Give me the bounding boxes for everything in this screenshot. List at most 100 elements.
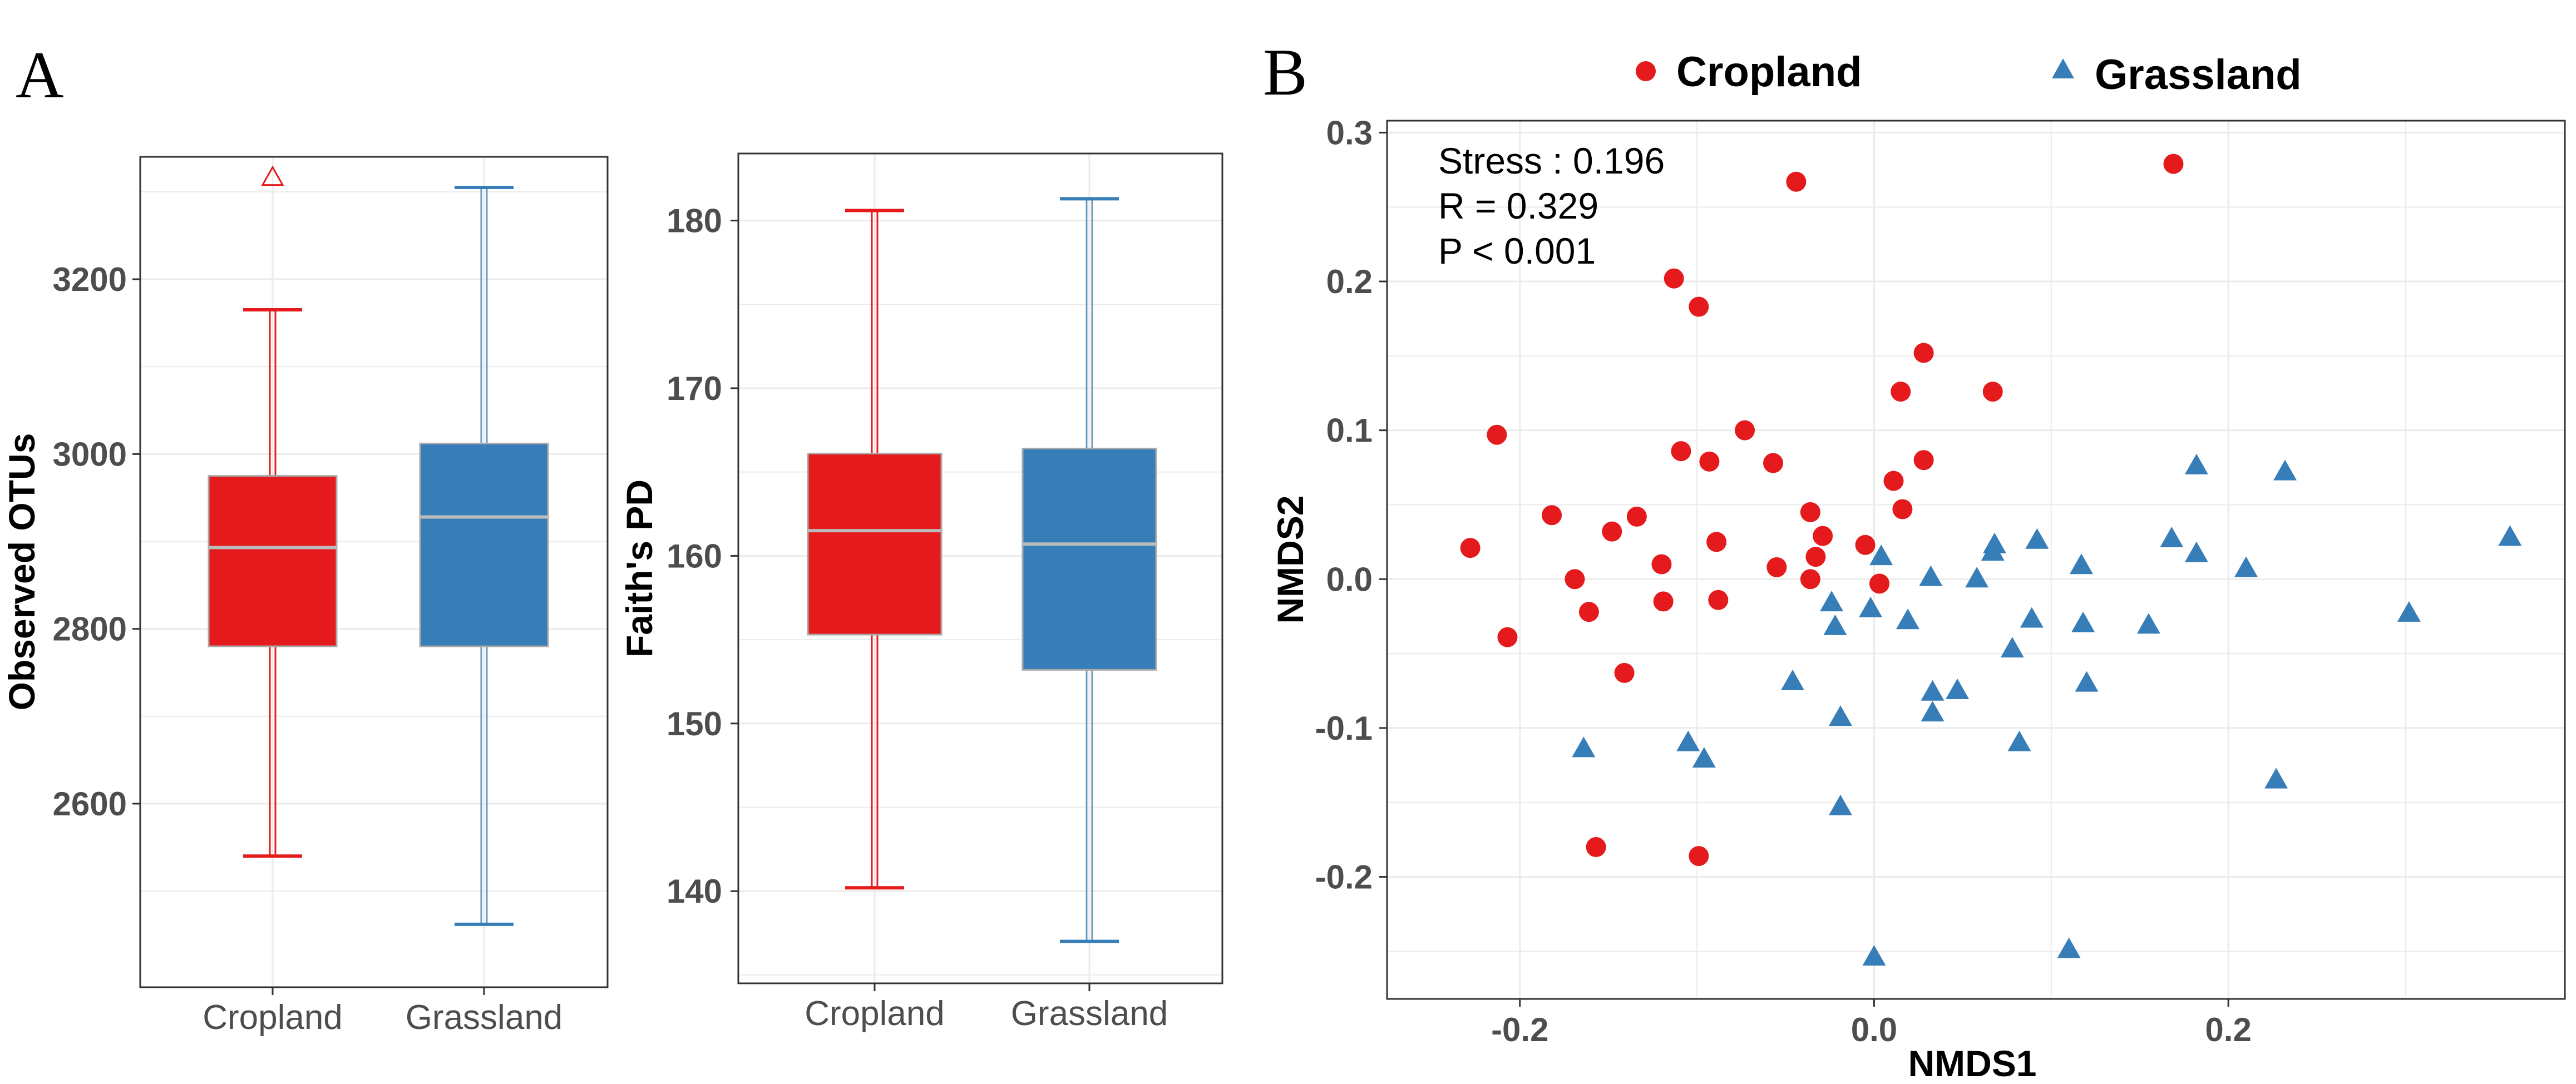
cropland-point [1586, 837, 1606, 858]
cropland-point [1653, 591, 1674, 612]
grassland-point [1921, 701, 1945, 722]
grassland-point [2498, 525, 2522, 546]
y-tick-label: 0.3 [1326, 114, 1373, 151]
grassland-point [2069, 553, 2093, 575]
cropland-point [1805, 547, 1826, 567]
cropland-point [1706, 532, 1727, 552]
x-tick-label: Grassland [406, 998, 563, 1037]
grassland-point [1946, 679, 1970, 700]
x-axis-title: NMDS1 [1908, 1043, 2036, 1084]
x-tick-label: 0.0 [1851, 1011, 1897, 1048]
y-tick-label: 0.0 [1326, 561, 1373, 598]
cropland-point [1487, 424, 1507, 445]
legend-cropland-marker [1636, 61, 1656, 81]
cropland-point [1664, 268, 1684, 289]
legend-cropland-label: Cropland [1676, 48, 1862, 96]
plot-frame [1386, 120, 2566, 1000]
cropland-point [1689, 296, 1709, 317]
cropland-point [1565, 569, 1585, 590]
grassland-point [1572, 736, 1596, 758]
grassland-point [2007, 730, 2031, 751]
plot-frame [737, 152, 1223, 984]
cropland-point [1708, 590, 1729, 610]
grassland-point [2136, 613, 2160, 634]
cropland-point [2163, 154, 2184, 174]
grassland-point [1781, 669, 1805, 690]
grassland-point [1823, 614, 1847, 635]
grassland-point [1828, 705, 1852, 726]
panel-label-a: A [16, 38, 64, 112]
grassland-point [1869, 545, 1893, 566]
box-grassland [419, 442, 549, 647]
cropland-point [1800, 569, 1820, 590]
x-tick-label: Cropland [805, 994, 945, 1033]
cropland-point [1786, 171, 1807, 192]
cropland-point [1460, 538, 1481, 558]
y-tick-label: 160 [667, 537, 722, 575]
p-annotation: P < 0.001 [1438, 230, 1596, 271]
x-tick-label: 0.2 [2205, 1011, 2251, 1048]
y-tick-label: 2600 [53, 785, 127, 823]
grassland-point [1820, 591, 1844, 612]
tick-labels: 2600 2800 3000 3200 Cropland Grassland [53, 261, 563, 1037]
y-axis-title: Faith's PD [619, 479, 660, 657]
r-annotation: R = 0.329 [1438, 185, 1598, 226]
nmds-scatter: -0.2 -0.1 0.0 0.1 0.2 0.3 -0.2 0.0 0.2 Stress : … [1270, 114, 2566, 1084]
grassland-point [2075, 671, 2099, 692]
cropland-point [1626, 506, 1647, 527]
cropland-point [1497, 627, 1518, 647]
cropland-point [1800, 502, 1820, 522]
cropland-point [1614, 662, 1635, 683]
grassland-point [2160, 527, 2184, 548]
legend-grassland-label: Grassland [2095, 51, 2302, 98]
y-tick-label: 3000 [53, 435, 127, 473]
stress-annotation: Stress : 0.196 [1438, 140, 1665, 181]
cropland-point [1735, 420, 1755, 440]
y-tick-label: 0.1 [1326, 412, 1373, 449]
grassland-point [1896, 608, 1919, 630]
cropland-point [1855, 534, 1876, 555]
grassland-point [1828, 794, 1852, 815]
box-marks [807, 197, 1157, 943]
cropland-point [1982, 382, 2003, 402]
grassland-point [2025, 528, 2049, 549]
y-tick-label: -0.2 [1315, 859, 1373, 896]
cropland-point [1891, 382, 1911, 402]
grassland-point [2234, 556, 2258, 577]
tick-labels: 140 150 160 170 180 Cropland Grassland [667, 202, 1168, 1033]
cropland-point [1869, 573, 1890, 594]
grassland-point [1862, 945, 1886, 966]
x-tick-label: -0.2 [1491, 1011, 1548, 1048]
gridlines [1387, 121, 2565, 999]
y-tick-label: 150 [667, 705, 722, 743]
grassland-point [1692, 747, 1716, 768]
box-grassland [1021, 447, 1157, 671]
scatter-points [1460, 154, 2522, 966]
grassland-point [1859, 596, 1883, 617]
grassland-point [2000, 637, 2024, 658]
y-axis-title: NMDS2 [1270, 495, 1311, 623]
grassland-point [2397, 601, 2421, 622]
y-tick-label: 0.2 [1326, 263, 1373, 300]
box-cropland [208, 475, 338, 647]
box-marks [208, 165, 549, 926]
grassland-point [2264, 768, 2288, 789]
cropland-point [1671, 441, 1691, 462]
observed-otus-boxplot: 2600 2800 3000 3200 Cropland Grassland Observ… [1, 156, 609, 1037]
cropland-point [1542, 505, 1562, 526]
gridlines [738, 154, 1222, 983]
grassland-point [2184, 453, 2208, 474]
box-cropland [807, 453, 942, 636]
y-tick-label: 180 [667, 202, 722, 240]
y-tick-label: 3200 [53, 261, 127, 298]
cropland-point [1578, 602, 1599, 622]
plot-panel-background [1387, 121, 2565, 999]
x-tick-label: Grassland [1011, 994, 1168, 1033]
cropland-point [1689, 846, 1709, 867]
grassland-point [2057, 937, 2081, 958]
cropland-point [1699, 451, 1720, 472]
legend-grassland-marker [2052, 58, 2074, 78]
plot-frame [139, 156, 609, 988]
y-tick-label: 2800 [53, 611, 127, 648]
